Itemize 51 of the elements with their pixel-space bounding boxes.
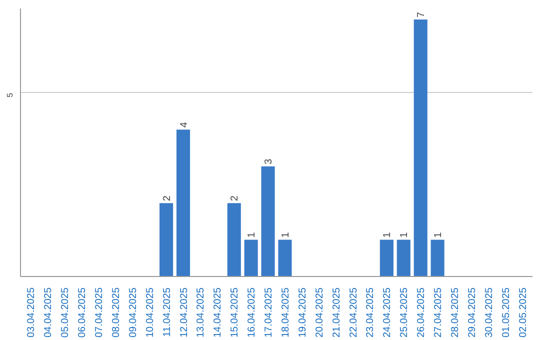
x-tick-label: 05.04.2025 <box>60 287 72 338</box>
x-tick-label: 27.04.2025 <box>433 287 444 338</box>
x-tick-label: 26.04.2025 <box>416 287 428 338</box>
data-label: 1 <box>399 232 410 238</box>
x-tick-label: 10.04.2025 <box>144 287 156 338</box>
x-tick-label: 02.05.2025 <box>518 287 529 338</box>
x-tick-label: 23.04.2025 <box>365 287 376 338</box>
data-label: 1 <box>382 232 394 238</box>
x-tick-label: 17.04.2025 <box>264 287 275 338</box>
x-tick-label: 30.04.2025 <box>484 287 495 338</box>
x-tick-label: 04.04.2025 <box>43 287 54 338</box>
bar <box>278 240 292 276</box>
x-tick-label: 21.04.2025 <box>331 287 342 338</box>
x-tick-label: 18.04.2025 <box>280 287 292 338</box>
bar <box>244 240 258 276</box>
data-label: 1 <box>280 232 292 238</box>
bar <box>261 166 275 276</box>
x-tick-label: 09.04.2025 <box>128 287 139 338</box>
bar <box>414 20 428 276</box>
data-label: 2 <box>162 195 173 202</box>
bar <box>227 203 241 276</box>
x-tick-label: 15.04.2025 <box>230 287 241 338</box>
x-tick-label: 14.04.2025 <box>212 287 224 338</box>
x-tick-label: 25.04.2025 <box>399 287 410 338</box>
data-label: 3 <box>264 158 275 164</box>
x-tick-label: 19.04.2025 <box>297 287 308 338</box>
x-tick-label: 28.04.2025 <box>450 287 462 338</box>
x-tick-label: 03.04.2025 <box>26 287 38 338</box>
bar <box>380 240 394 276</box>
x-tick-label: 07.04.2025 <box>94 287 105 338</box>
x-tick-label: 16.04.2025 <box>246 287 258 338</box>
x-tick-label: 11.04.2025 <box>162 287 173 337</box>
x-tick-label: 24.04.2025 <box>382 287 394 338</box>
bar <box>430 240 444 276</box>
x-tick-label: 06.04.2025 <box>77 287 88 338</box>
data-label: 1 <box>433 232 444 238</box>
bar <box>396 240 410 276</box>
y-tick-label: 5 <box>6 92 14 98</box>
x-tick-label: 08.04.2025 <box>110 287 122 338</box>
data-label: 7 <box>416 12 428 18</box>
data-label: 4 <box>178 122 190 128</box>
x-tick-label: 12.04.2025 <box>178 287 190 338</box>
x-tick-label: 22.04.2025 <box>348 287 360 338</box>
bar <box>176 130 190 276</box>
x-tick-label: 01.05.2025 <box>500 287 512 338</box>
data-label: 1 <box>246 232 258 238</box>
bar <box>160 203 174 276</box>
x-tick-label: 20.04.2025 <box>314 287 326 338</box>
x-tick-label: 29.04.2025 <box>466 287 478 338</box>
data-label: 2 <box>230 195 241 202</box>
x-tick-label: 13.04.2025 <box>196 287 207 338</box>
